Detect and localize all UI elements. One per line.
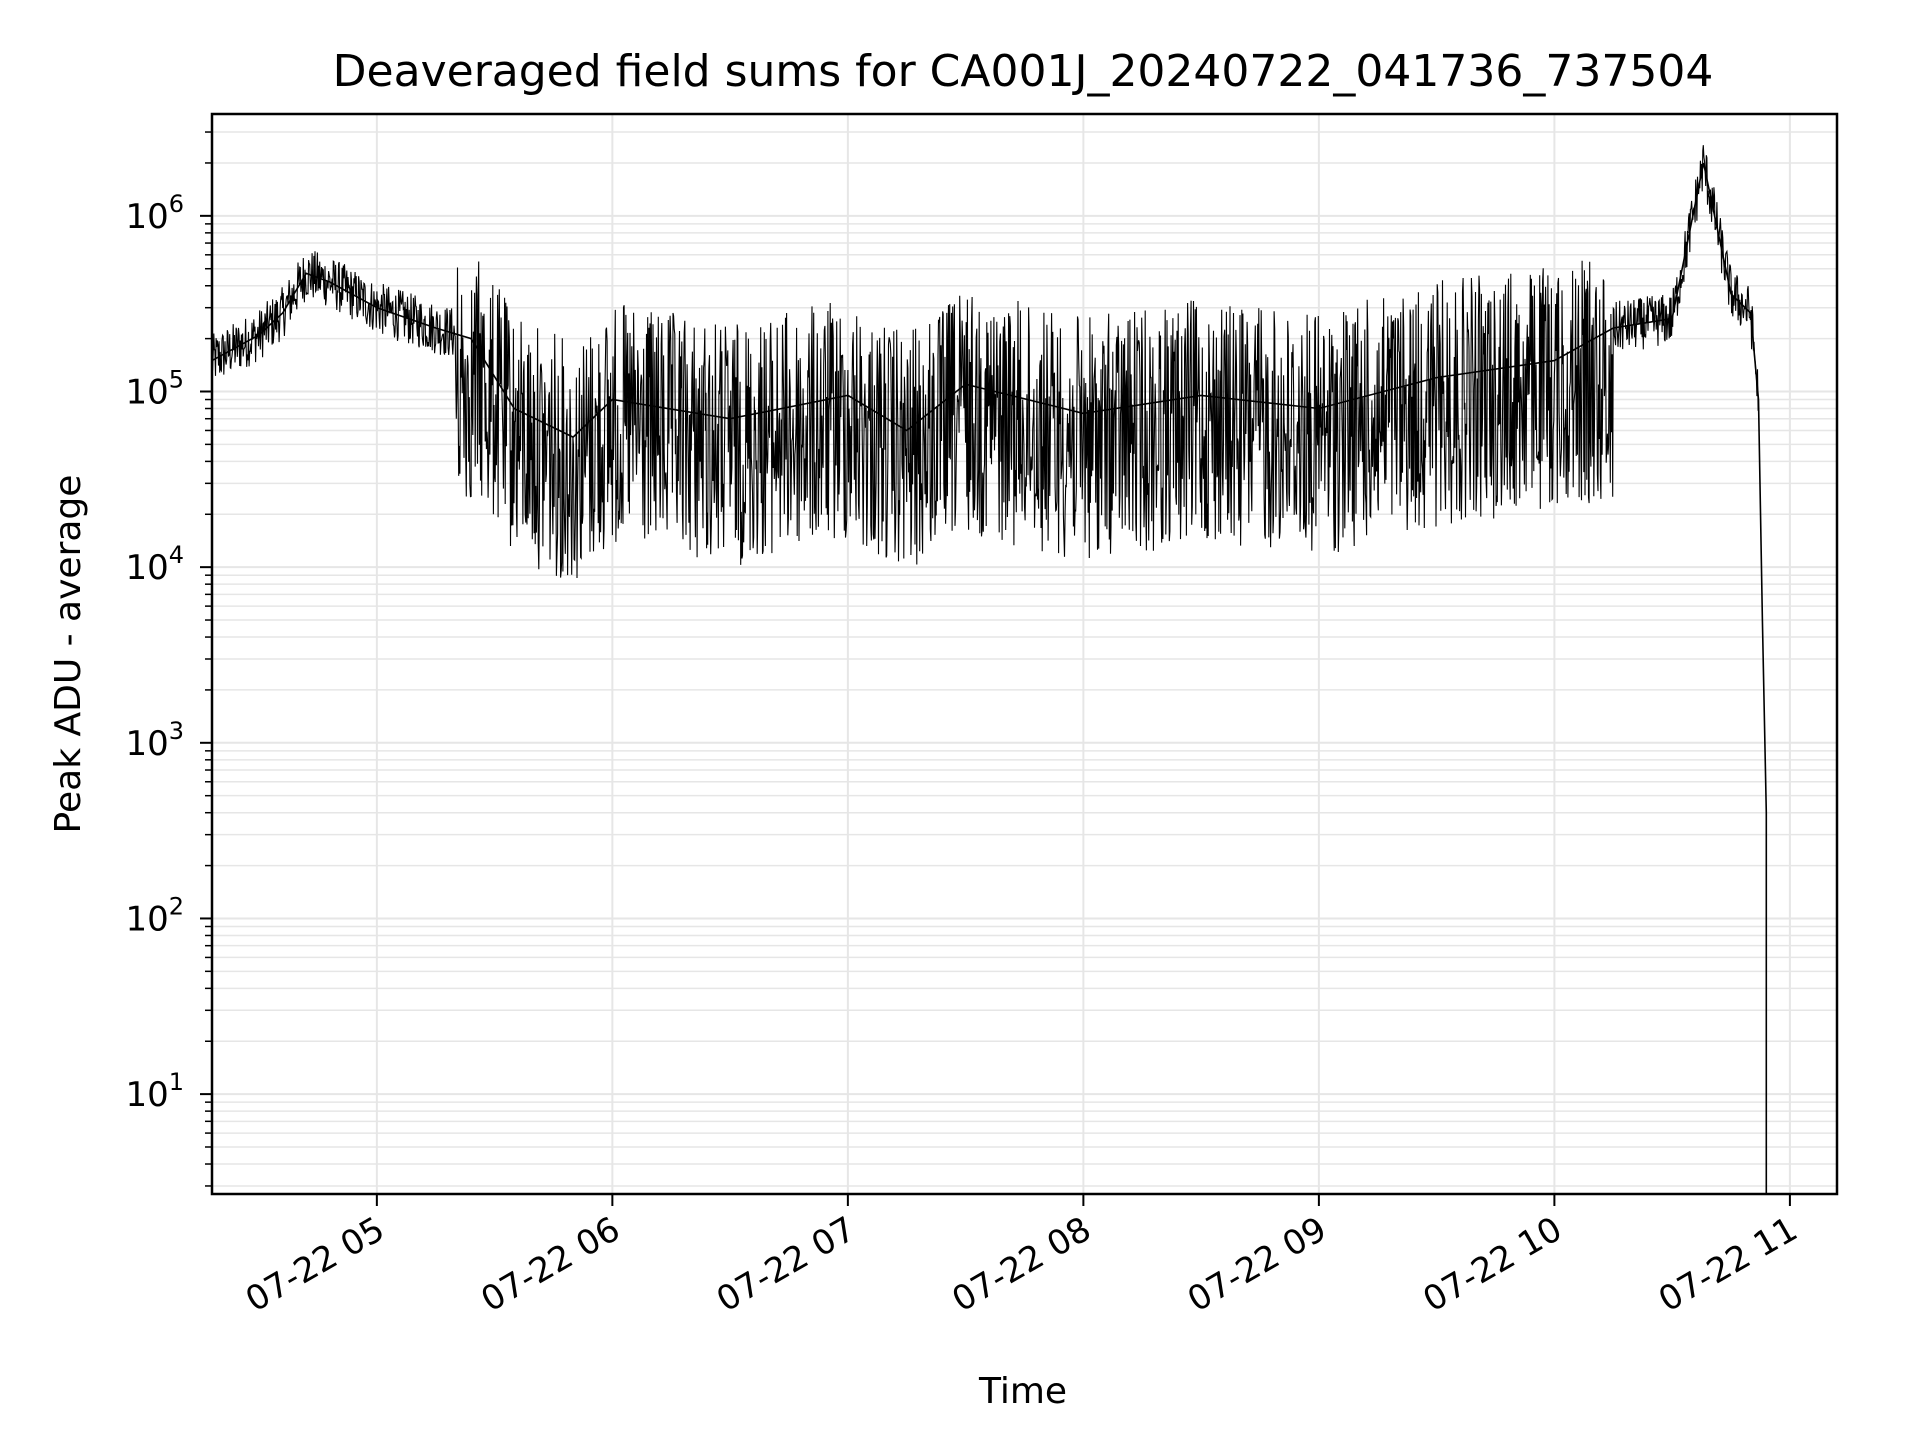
x-axis-label: Time	[978, 1371, 1067, 1412]
x-tick-label: 07-22 08	[945, 1209, 1097, 1320]
y-tick-label: 105	[125, 365, 184, 412]
x-tick-label: 07-22 10	[1416, 1209, 1568, 1320]
y-tick-label: 106	[125, 190, 184, 237]
chart-title: Deaveraged field sums for CA001J_2024072…	[333, 46, 1714, 97]
y-tick-label: 104	[125, 541, 184, 588]
y-axis-label: Peak ADU - average	[48, 475, 89, 834]
y-tick-label: 103	[125, 717, 184, 764]
x-tick-label: 07-22 05	[239, 1209, 391, 1320]
series-trace	[211, 145, 1759, 579]
grid-lines	[212, 114, 1837, 1194]
y-tick-label: 102	[125, 892, 184, 939]
y-tick-label: 101	[125, 1068, 184, 1115]
plot-frame	[210, 112, 1839, 1196]
axis-ticks	[200, 131, 1791, 1206]
data-series	[211, 145, 1768, 1194]
x-tick-label: 07-22 07	[710, 1209, 862, 1320]
x-tick-label: 07-22 09	[1181, 1209, 1333, 1320]
x-tick-label: 07-22 06	[474, 1209, 626, 1320]
x-tick-label: 07-22 11	[1652, 1209, 1804, 1320]
